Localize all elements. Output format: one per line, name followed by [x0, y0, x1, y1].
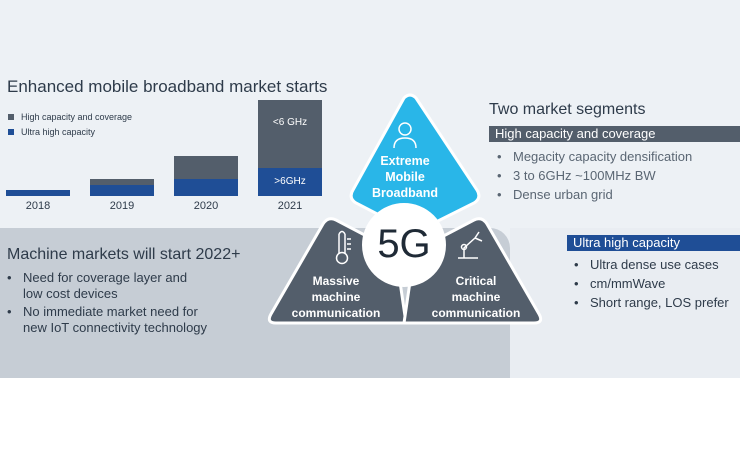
high-capacity-bullets: Megacity capacity densification 3 to 6GH… — [497, 147, 692, 204]
person-icon — [393, 122, 417, 149]
bar-high-2019 — [90, 179, 154, 185]
legend-high-swatch — [8, 114, 14, 120]
thermometer-icon — [335, 230, 351, 265]
machine-bullets: Need for coverage layer and low cost dev… — [7, 270, 207, 336]
robot-arm-icon — [458, 231, 483, 259]
ultra-bullet: Ultra dense use cases — [574, 255, 740, 274]
ultra-capacity-bullets: Ultra dense use cases cm/mmWave Short ra… — [574, 255, 740, 312]
bar-ultra-2019 — [90, 184, 154, 196]
bar-label-high-2021: <6 GHz — [272, 116, 308, 128]
machine-bullet: No immediate market need for new IoT con… — [7, 304, 207, 336]
year-label-2020: 2020 — [193, 200, 219, 212]
high-bullet: Megacity capacity densification — [497, 147, 692, 166]
bar-high-2020 — [174, 156, 238, 180]
legend-high-label: High capacity and coverage — [21, 112, 133, 122]
legend-ultra-swatch — [8, 129, 14, 135]
legend-ultra-label: Ultra high capacity — [21, 127, 96, 137]
embb-label: Extreme Mobile Broadband — [372, 154, 438, 200]
embb-triangle — [349, 93, 481, 235]
year-label-2019: 2019 — [109, 200, 135, 212]
legend-ultra: Ultra high capacity — [8, 127, 95, 137]
5g-label: 5G — [377, 222, 431, 266]
legend-high: High capacity and coverage — [8, 112, 132, 122]
machine-title: Machine markets will start 2022+ — [7, 246, 241, 263]
bar-high-2021 — [258, 100, 322, 168]
ultra-bullet: cm/mmWave — [574, 274, 740, 293]
high-bullet: Dense urban grid — [497, 185, 692, 204]
year-label-2021: 2021 — [277, 200, 303, 212]
ultra-bullet: Short range, LOS prefer — [574, 293, 740, 312]
embb-title: Enhanced mobile broadband market starts — [7, 77, 328, 96]
mmtc-label: Massive machine communication — [291, 274, 381, 320]
year-label-2018: 2018 — [25, 200, 51, 212]
segments-title: Two market segments — [489, 101, 646, 118]
bar-label-ultra-2021: >6GHz — [274, 175, 306, 187]
ultra-capacity-heading: Ultra high capacity — [567, 235, 740, 251]
bar-ultra-2020 — [174, 179, 238, 196]
high-capacity-heading: High capacity and coverage — [489, 126, 740, 142]
high-bullet: 3 to 6GHz ~100MHz BW — [497, 166, 692, 185]
critical-label: Critical machine communication — [431, 274, 521, 320]
5g-circle — [362, 203, 446, 287]
bar-ultra-2018 — [6, 190, 70, 196]
machine-bullet: Need for coverage layer and low cost dev… — [7, 270, 207, 302]
bar-ultra-2021 — [258, 167, 322, 196]
